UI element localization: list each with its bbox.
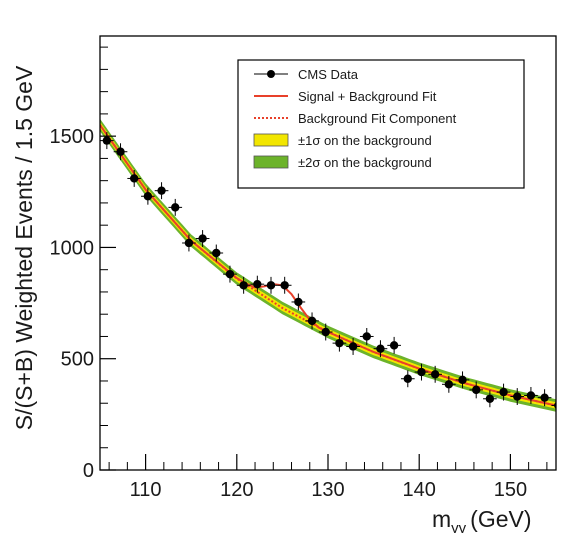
data-marker — [404, 375, 412, 383]
x-axis-title-unit: (GeV) — [470, 506, 531, 532]
y-tick-label: 1500 — [50, 126, 95, 148]
y-tick-label: 0 — [83, 460, 94, 482]
data-marker — [376, 345, 384, 353]
data-marker — [513, 392, 521, 400]
y-tick-label: 1000 — [50, 237, 95, 259]
legend-swatch — [254, 156, 288, 168]
data-marker — [445, 380, 453, 388]
data-marker — [294, 298, 302, 306]
data-marker — [103, 136, 111, 144]
data-marker — [239, 281, 247, 289]
data-marker — [116, 148, 124, 156]
data-marker — [157, 186, 165, 194]
legend-label: Background Fit Component — [298, 111, 457, 126]
x-tick-label: 110 — [130, 479, 162, 501]
data-point — [264, 277, 278, 294]
data-marker — [253, 280, 261, 288]
data-marker — [417, 368, 425, 376]
x-axis-title-main: m — [432, 506, 451, 532]
data-marker — [472, 386, 480, 394]
legend-label: Signal + Background Fit — [298, 89, 437, 104]
legend-label: ±2σ on the background — [298, 155, 432, 170]
data-marker — [363, 332, 371, 340]
data-marker — [540, 393, 548, 401]
data-marker — [458, 376, 466, 384]
x-tick-label: 150 — [494, 479, 527, 501]
data-marker — [499, 388, 507, 396]
data-point — [401, 370, 415, 387]
data-marker — [226, 270, 234, 278]
x-axis-title-subscript: γγ — [451, 520, 467, 533]
data-marker — [390, 341, 398, 349]
data-marker — [130, 174, 138, 182]
legend-entry: ±2σ on the background — [254, 155, 432, 170]
data-marker — [185, 239, 193, 247]
data-marker — [280, 281, 288, 289]
data-marker — [527, 391, 535, 399]
data-marker — [322, 328, 330, 336]
legend-label: ±1σ on the background — [298, 133, 432, 148]
data-marker — [308, 317, 316, 325]
data-marker — [212, 249, 220, 257]
data-marker — [171, 203, 179, 211]
legend-swatch — [254, 134, 288, 146]
data-marker — [335, 339, 343, 347]
x-tick-label: 130 — [311, 479, 344, 501]
legend-data-marker — [267, 70, 275, 78]
data-marker — [267, 281, 275, 289]
y-tick-label: 500 — [61, 349, 94, 371]
y-axis-title: S/(S+B) Weighted Events / 1.5 GeV — [11, 65, 37, 430]
legend-label: CMS Data — [298, 67, 359, 82]
x-axis-title: mγγ (GeV) — [432, 506, 532, 533]
x-tick-label: 140 — [403, 479, 436, 501]
data-marker — [486, 395, 494, 403]
data-marker — [349, 342, 357, 350]
data-point — [387, 337, 401, 354]
data-marker — [431, 370, 439, 378]
legend-entry: ±1σ on the background — [254, 133, 432, 148]
data-marker — [198, 234, 206, 242]
data-marker — [144, 192, 152, 200]
x-tick-label: 120 — [220, 479, 253, 501]
legend: CMS Data Signal + Background Fit Backgroun… — [238, 60, 524, 188]
